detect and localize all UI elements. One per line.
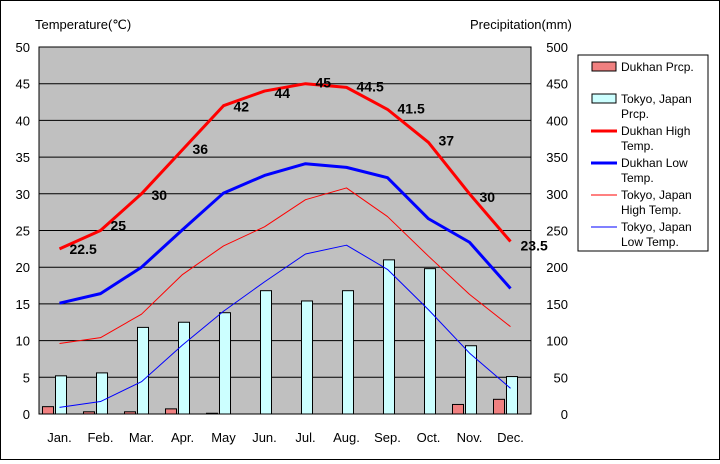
precip-bar: [260, 290, 272, 415]
data-label: 37: [439, 132, 455, 148]
y-right-tick-label: 350: [546, 150, 568, 165]
y-right-tick-label: 450: [546, 77, 568, 92]
precip-bar: [206, 412, 218, 415]
legend-swatch: [591, 61, 617, 72]
data-label: 25: [111, 218, 127, 234]
precip-bar: [124, 411, 136, 415]
temp-line: [59, 162, 512, 305]
data-label: 42: [234, 99, 250, 115]
legend-label: Dukhan Low: [621, 156, 688, 170]
precip-bar: [465, 345, 477, 415]
data-label: 41.5: [398, 100, 425, 116]
y-right-tick-label: 300: [546, 187, 568, 202]
precip-bar: [42, 406, 54, 415]
x-tick-label: Jul.: [295, 430, 315, 445]
precip-bar: [506, 376, 518, 415]
precip-bar: [301, 300, 313, 415]
data-label: 30: [152, 187, 168, 203]
x-tick-label: Nov.: [457, 430, 483, 445]
precip-bar: [165, 408, 177, 415]
y-axis-right-ticks: 0 50 100 150 200 250 300 350 400 450 500: [546, 40, 568, 422]
y-axis-left-title: Temperature(℃): [35, 17, 131, 32]
y-left-tick-label: 5: [23, 370, 30, 385]
x-tick-label: Dec.: [497, 430, 524, 445]
legend-label: Temp.: [621, 139, 654, 153]
legend-label: Temp.: [621, 171, 654, 185]
legend-label: Dukhan High: [621, 124, 690, 138]
y-left-tick-label: 0: [23, 407, 30, 422]
y-right-tick-label: 150: [546, 297, 568, 312]
temperature-lines: [58, 82, 512, 408]
precip-bar: [452, 403, 464, 415]
x-tick-label: May: [211, 430, 236, 445]
legend-box: [577, 54, 709, 252]
grid-lines: [39, 83, 531, 378]
data-label: 22.5: [70, 241, 97, 257]
precip-bar: [96, 372, 108, 415]
precip-bar: [493, 398, 505, 415]
y-axis-right-title: Precipitation(mm): [470, 17, 572, 32]
y-left-tick-label: 30: [16, 187, 30, 202]
legend-label: High Temp.: [621, 203, 681, 217]
data-label: 44.5: [357, 78, 384, 94]
y-right-tick-label: 100: [546, 334, 568, 349]
legend-swatch: [591, 93, 617, 104]
y-left-tick-label: 15: [16, 297, 30, 312]
data-label: 30: [480, 189, 496, 205]
data-label: 45: [316, 75, 332, 91]
precip-bar: [383, 259, 395, 415]
legend-label: Tokyo, Japan: [621, 92, 692, 106]
legend-label: Tokyo, Japan: [621, 188, 692, 202]
temp-line: [59, 187, 511, 345]
x-tick-label: Oct.: [417, 430, 441, 445]
data-label: 44: [275, 85, 291, 101]
y-left-tick-label: 50: [16, 40, 30, 55]
precip-bar: [178, 321, 190, 415]
y-right-tick-label: 250: [546, 224, 568, 239]
precip-bar: [424, 268, 436, 415]
precip-bar: [55, 375, 67, 415]
y-right-tick-label: 200: [546, 260, 568, 275]
y-left-tick-label: 40: [16, 113, 30, 128]
y-left-tick-label: 25: [16, 224, 30, 239]
y-right-tick-label: 50: [554, 370, 568, 385]
x-tick-label: Jun.: [252, 430, 277, 445]
x-tick-label: Mar.: [129, 430, 154, 445]
precip-bar: [342, 290, 354, 415]
x-tick-label: Apr.: [171, 430, 194, 445]
y-right-tick-label: 400: [546, 113, 568, 128]
y-axis-left-ticks: 0 5 10 15 20 25 30 35 40 45 50: [16, 40, 30, 422]
precip-bar: [137, 326, 149, 415]
x-axis-ticks: Jan. Feb. Mar. Apr. May Jun. Jul. Aug. Sep. Oct. N…: [47, 430, 524, 445]
legend-label: Tokyo, Japan: [621, 220, 692, 234]
x-tick-label: Feb.: [87, 430, 113, 445]
precipitation-bars: [42, 259, 518, 415]
data-label: 36: [193, 141, 209, 157]
temp-line: [59, 244, 511, 408]
precip-bar: [83, 411, 95, 415]
legend-label: Low Temp.: [621, 235, 679, 249]
y-left-tick-label: 20: [16, 260, 30, 275]
x-tick-label: Sep.: [374, 430, 401, 445]
data-label: 23.5: [521, 238, 548, 254]
y-left-tick-label: 10: [16, 334, 30, 349]
x-tick-label: Aug.: [333, 430, 360, 445]
y-left-tick-label: 35: [16, 150, 30, 165]
legend-label: Dukhan Prcp.: [621, 60, 694, 74]
y-right-tick-label: 500: [546, 40, 568, 55]
legend-label: Prcp.: [621, 107, 649, 121]
y-left-tick-label: 45: [16, 77, 30, 92]
temp-line: [58, 82, 512, 251]
x-tick-label: Jan.: [47, 430, 72, 445]
y-right-tick-label: 0: [561, 407, 568, 422]
precip-bar: [219, 312, 231, 415]
data-labels: 22.5 25 30 36 42 44 45 44.5 41.5 37 30 23.5: [70, 75, 548, 257]
